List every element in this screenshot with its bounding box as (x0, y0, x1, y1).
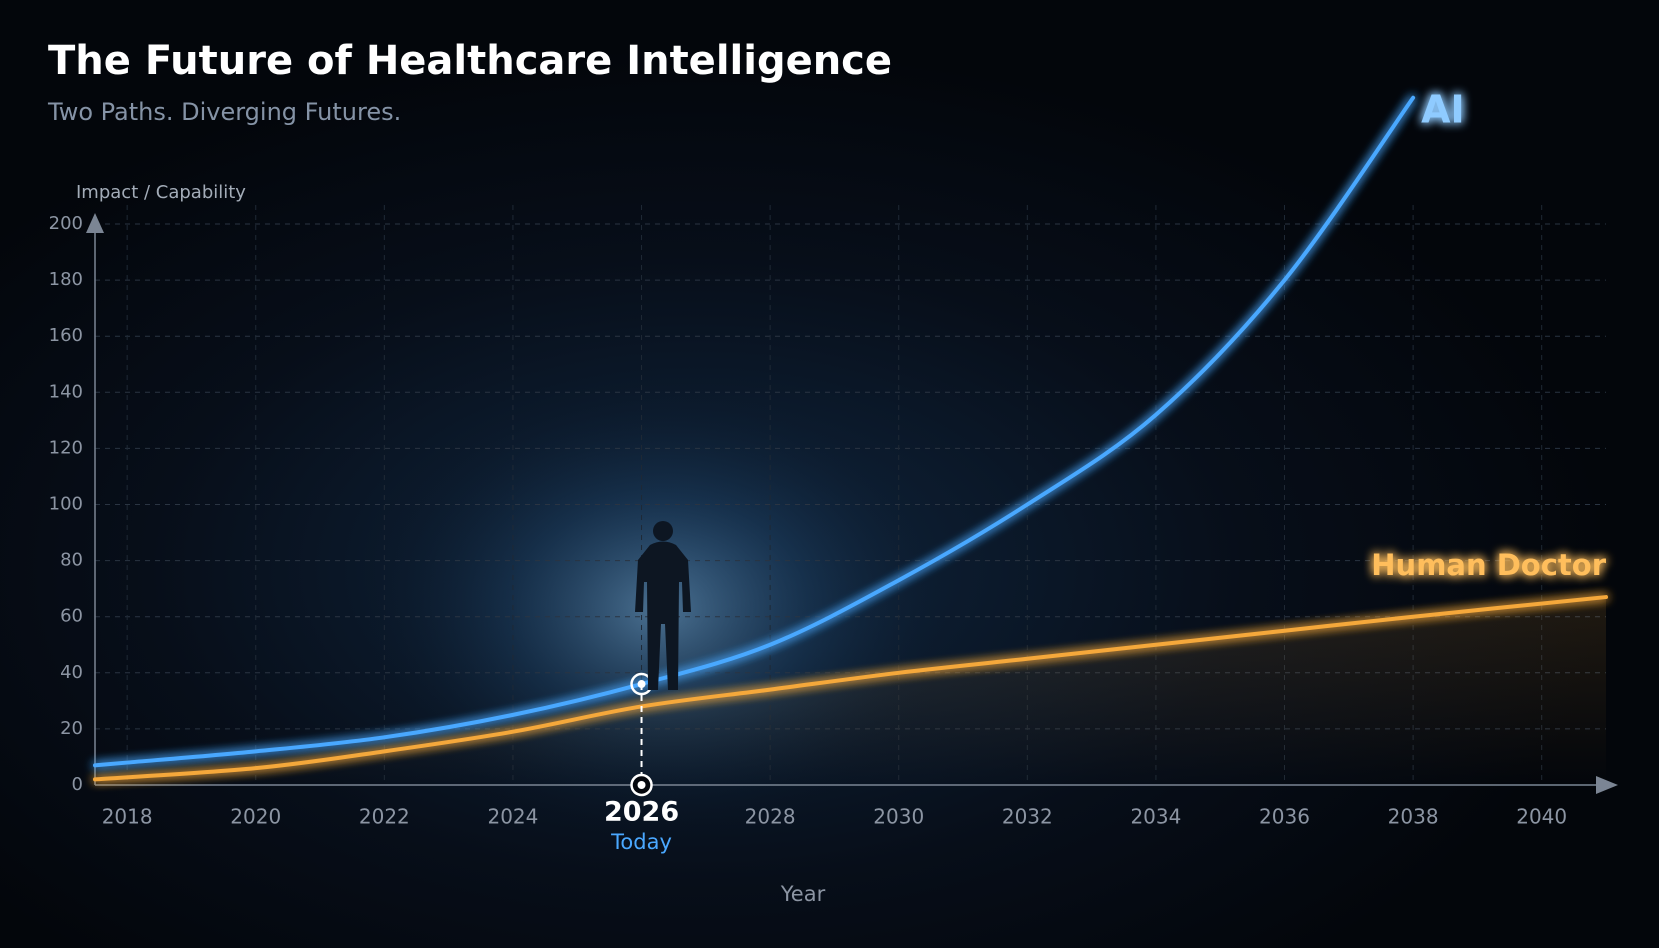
y-axis-label: Impact / Capability (76, 182, 246, 203)
y-tick-label: 20 (60, 718, 83, 739)
x-tick-label: 2020 (230, 805, 281, 829)
series-line (93, 95, 1416, 768)
x-tick-label: 2018 (102, 805, 153, 829)
highlight-dot (637, 680, 646, 689)
x-tick-label: 2036 (1259, 805, 1310, 829)
area-glow (95, 597, 1606, 785)
y-tick-label: 40 (60, 662, 83, 683)
x-axis-label: Year (780, 882, 826, 906)
x-tick-label: 2038 (1388, 805, 1439, 829)
y-tick-label: 140 (49, 381, 83, 402)
x-tick-label: 2026 (604, 797, 679, 828)
chart-subtitle: Two Paths. Diverging Futures. (47, 98, 401, 126)
chart-title: The Future of Healthcare Intelligence (48, 38, 892, 84)
plot: Human Doctor AI Today (93, 87, 1608, 854)
y-tick-label: 60 (60, 606, 83, 627)
x-tick-label: 2032 (1002, 805, 1053, 829)
highlight-label: Today (610, 830, 672, 854)
y-tick-label: 0 (72, 774, 83, 795)
y-tick-label: 200 (49, 213, 83, 234)
y-axis-arrow (86, 213, 104, 233)
series-line (93, 595, 1608, 782)
x-tick-label: 2022 (359, 805, 410, 829)
axis-dot (637, 781, 646, 789)
y-tick-label: 100 (49, 494, 83, 515)
x-tick-label: 2034 (1130, 805, 1181, 829)
y-tick-label: 180 (49, 269, 83, 290)
series-label: Human Doctor (1371, 548, 1606, 582)
y-tick-label: 120 (49, 437, 83, 458)
y-tick-label: 80 (60, 550, 83, 571)
series-label: AI (1421, 87, 1465, 131)
x-tick-label: 2024 (487, 805, 538, 829)
x-tick-label: 2028 (745, 805, 796, 829)
x-tick-label: 2030 (873, 805, 924, 829)
silhouette (635, 521, 691, 690)
y-tick-label: 160 (49, 325, 83, 346)
x-tick-label: 2040 (1516, 805, 1567, 829)
